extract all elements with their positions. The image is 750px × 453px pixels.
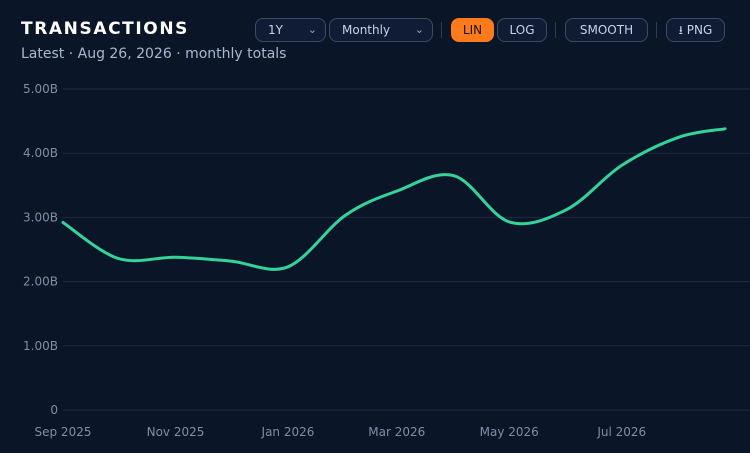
interval-select-value: Monthly (342, 23, 391, 37)
y-tick-label: 0 (50, 403, 58, 417)
y-tick-label: 2.00B (23, 275, 58, 289)
divider (441, 22, 442, 38)
log-scale-button[interactable]: LOG (497, 18, 547, 42)
chevron-down-icon: ⌄ (414, 23, 424, 36)
interval-select[interactable]: Monthly ⌄ (329, 18, 433, 42)
lin-scale-button[interactable]: LIN (451, 18, 494, 42)
x-tick-label: Jan 2026 (261, 425, 315, 439)
x-tick-label: May 2026 (480, 425, 539, 439)
smooth-toggle-button[interactable]: SMOOTH (565, 18, 648, 42)
divider (656, 22, 657, 38)
y-tick-label: 4.00B (23, 146, 58, 160)
series-line (61, 127, 727, 271)
chart-subtitle: Latest · Aug 26, 2026 · monthly totals (21, 46, 287, 62)
x-tick-label: Sep 2025 (35, 425, 92, 439)
chevron-down-icon: ⌄ (307, 23, 317, 36)
chart-title: TRANSACTIONS (21, 19, 189, 39)
y-tick-label: 5.00B (23, 82, 58, 96)
range-select-value: 1Y (268, 23, 283, 37)
x-tick-label: Mar 2026 (368, 425, 425, 439)
y-tick-label: 3.00B (23, 210, 58, 224)
y-tick-label: 1.00B (23, 339, 58, 353)
range-select[interactable]: 1Y ⌄ (255, 18, 326, 42)
export-png-button[interactable]: ⭳ PNG (666, 18, 725, 42)
x-tick-label: Nov 2025 (147, 425, 205, 439)
divider (555, 22, 556, 38)
x-tick-label: Jul 2026 (596, 425, 646, 439)
